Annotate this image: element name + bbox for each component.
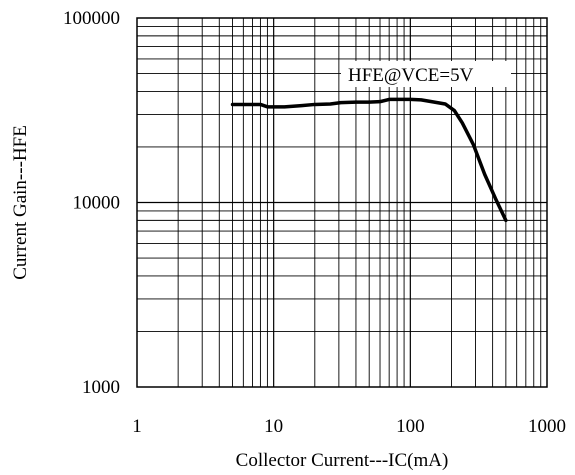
y-tick-label: 10000 — [73, 193, 121, 214]
y-tick-label: 1000 — [82, 377, 120, 398]
x-tick-label: 10 — [264, 416, 283, 437]
plot-frame — [136, 17, 548, 388]
series-line-hfe — [230, 97, 508, 223]
x-tick-label: 1000 — [528, 416, 566, 437]
legend: HFE@VCE=5V — [341, 61, 511, 87]
y-tick-label: 100000 — [63, 8, 120, 29]
tick-labels: 1 10 100 1000 1000 10000 100000 — [63, 8, 566, 437]
x-tick-label: 1 — [132, 416, 142, 437]
y-axis-title: Current Gain---HFE — [10, 125, 31, 280]
x-axis-title: Collector Current---IC(mA) — [236, 450, 449, 471]
x-tick-label: 100 — [396, 416, 425, 437]
legend-box — [341, 61, 511, 87]
legend-label: HFE@VCE=5V — [348, 65, 474, 86]
